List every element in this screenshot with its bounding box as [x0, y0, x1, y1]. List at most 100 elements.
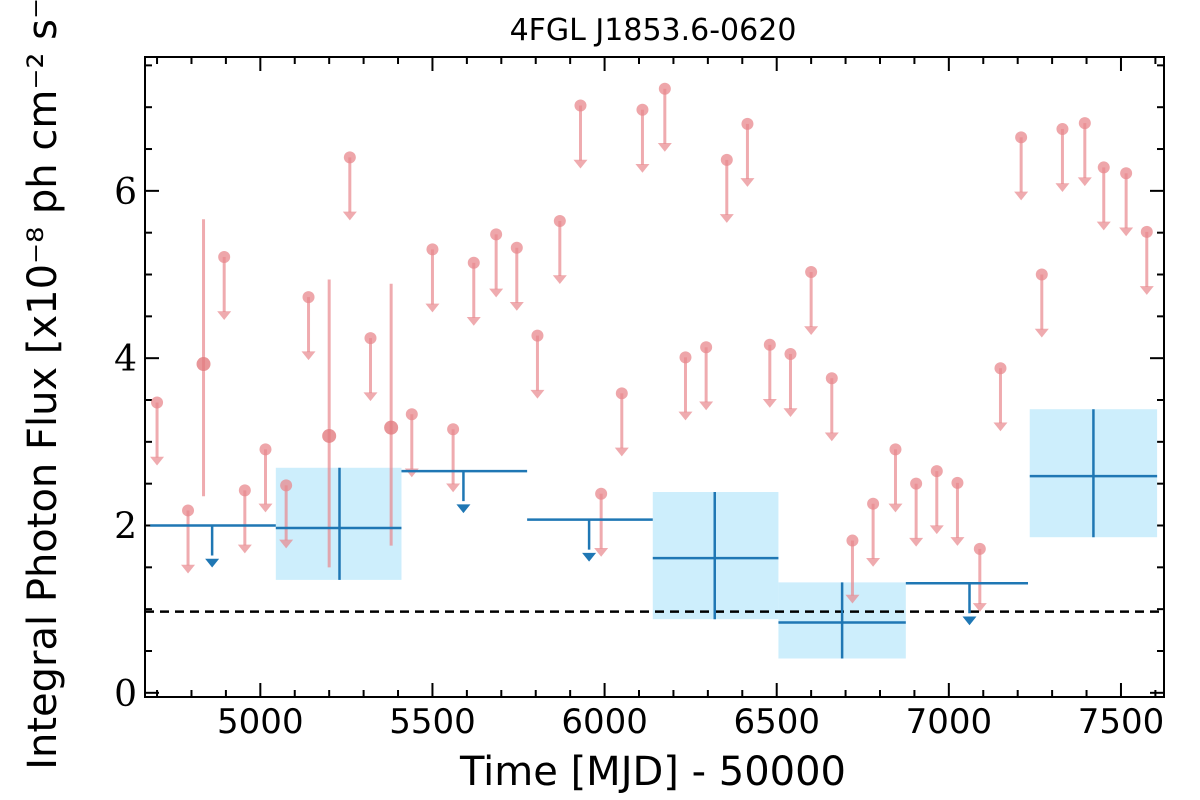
upper-limit-point — [1097, 161, 1110, 174]
upper-limit-arrow — [950, 537, 965, 546]
upper-limit-arrow — [594, 547, 609, 557]
upper-limit-arrow — [845, 594, 860, 604]
upper-limit-point — [302, 291, 315, 304]
upper-limit-point — [151, 396, 164, 409]
upper-limit-point — [825, 372, 838, 385]
upper-limit-arrow — [237, 544, 252, 554]
detection-point — [322, 428, 337, 443]
upper-limit-point — [1015, 131, 1028, 144]
x-tick-label: 7000 — [906, 702, 993, 742]
upper-limit-arrow — [804, 326, 819, 336]
upper-limit-point — [426, 243, 439, 256]
upper-limit-point — [467, 256, 480, 269]
upper-limit-point — [700, 341, 713, 354]
upper-limit-point — [238, 484, 251, 497]
upper-limit-arrow — [446, 483, 461, 493]
plot-area: 5000 5500 6000 6500 7000 7500 0 2 4 6 — [114, 57, 1164, 742]
upper-limit-arrow — [783, 408, 798, 417]
upper-limit-point — [636, 103, 649, 116]
upper-limit-point — [595, 487, 608, 500]
plot-frame — [144, 56, 1165, 698]
upper-limit-arrow — [888, 503, 903, 513]
upper-limit-point — [867, 497, 880, 510]
upper-limit-point — [763, 338, 776, 351]
y-tick-label: 4 — [114, 339, 137, 380]
upper-limit-point — [994, 362, 1007, 375]
upper-limit-arrow — [573, 159, 588, 169]
detection-point — [384, 420, 399, 435]
upper-limit-arrow — [866, 557, 881, 567]
upper-limit-point — [218, 250, 231, 263]
upper-limit-point — [889, 443, 902, 456]
upper-limit-arrow — [1139, 286, 1154, 295]
upper-limit-point — [182, 504, 195, 517]
x-tick-label: 6500 — [733, 702, 820, 742]
upper-limit-arrow — [425, 303, 440, 313]
long-bin-upper-limit-arrow — [962, 616, 977, 626]
upper-limit-point — [930, 465, 943, 478]
long-bin-upper-limit-arrow — [456, 504, 471, 514]
y-tick-label: 0 — [114, 674, 137, 715]
upper-limit-point — [259, 443, 272, 456]
upper-limit-point — [1140, 225, 1153, 238]
upper-limit-point — [910, 477, 923, 490]
upper-limit-arrow — [489, 288, 504, 298]
upper-limit-point — [846, 534, 859, 547]
upper-limit-arrow — [279, 539, 294, 549]
upper-limit-arrow — [217, 311, 232, 320]
y-tick-label: 6 — [114, 172, 137, 213]
upper-limit-arrow — [530, 389, 545, 399]
upper-limit-point — [805, 266, 818, 279]
detection-point — [196, 357, 211, 372]
upper-limit-arrow — [1034, 328, 1049, 338]
upper-limit-point — [1078, 117, 1091, 130]
upper-limit-point — [679, 351, 692, 364]
upper-limit-arrow — [614, 447, 629, 457]
x-tick-label: 6000 — [561, 702, 648, 742]
upper-limit-arrow — [1077, 177, 1092, 187]
upper-limit-arrow — [552, 275, 567, 284]
upper-limit-arrow — [301, 351, 316, 361]
long-bin-upper-limit-arrow — [205, 558, 220, 568]
upper-limit-point — [553, 214, 566, 227]
upper-limit-arrow — [1055, 183, 1070, 192]
upper-limit-point — [951, 476, 964, 489]
upper-limit-arrow — [762, 399, 777, 408]
upper-limit-point — [447, 423, 460, 436]
upper-limit-arrow — [1096, 221, 1111, 231]
upper-limit-point — [574, 99, 587, 112]
upper-limit-arrow — [972, 603, 987, 612]
y-tick-label: 2 — [114, 506, 137, 547]
upper-limit-arrow — [363, 392, 378, 402]
upper-limit-arrow — [509, 301, 524, 311]
upper-limit-arrow — [824, 432, 839, 442]
upper-limit-arrow — [719, 214, 734, 223]
upper-limit-arrow — [181, 564, 196, 574]
x-tick-label: 5500 — [389, 702, 476, 742]
upper-limit-point — [1035, 268, 1048, 281]
upper-limit-point — [531, 329, 544, 342]
upper-limit-arrow — [258, 503, 273, 513]
upper-limit-arrow — [657, 143, 672, 152]
upper-limit-arrow — [635, 163, 650, 173]
upper-limit-arrow — [678, 411, 693, 421]
upper-limit-arrow — [342, 211, 357, 221]
chart-title: 4FGL J1853.6-0620 — [510, 13, 797, 48]
upper-limit-arrow — [404, 468, 419, 478]
upper-limit-point — [1056, 122, 1069, 135]
upper-limit-arrow — [1119, 227, 1134, 237]
upper-limit-arrow — [909, 537, 924, 547]
upper-limit-arrow — [466, 317, 481, 326]
upper-limit-arrow — [699, 401, 714, 411]
upper-limit-point — [1120, 167, 1133, 180]
upper-limit-arrow — [1014, 191, 1029, 201]
upper-limit-point — [405, 408, 418, 421]
upper-limit-point — [510, 241, 523, 254]
upper-limit-point — [364, 332, 377, 345]
upper-limit-point — [280, 479, 293, 492]
upper-limit-point — [741, 117, 754, 130]
long-bin-upper-limit-arrow — [582, 552, 597, 562]
upper-limit-arrow — [929, 525, 944, 535]
upper-limit-point — [658, 82, 671, 95]
